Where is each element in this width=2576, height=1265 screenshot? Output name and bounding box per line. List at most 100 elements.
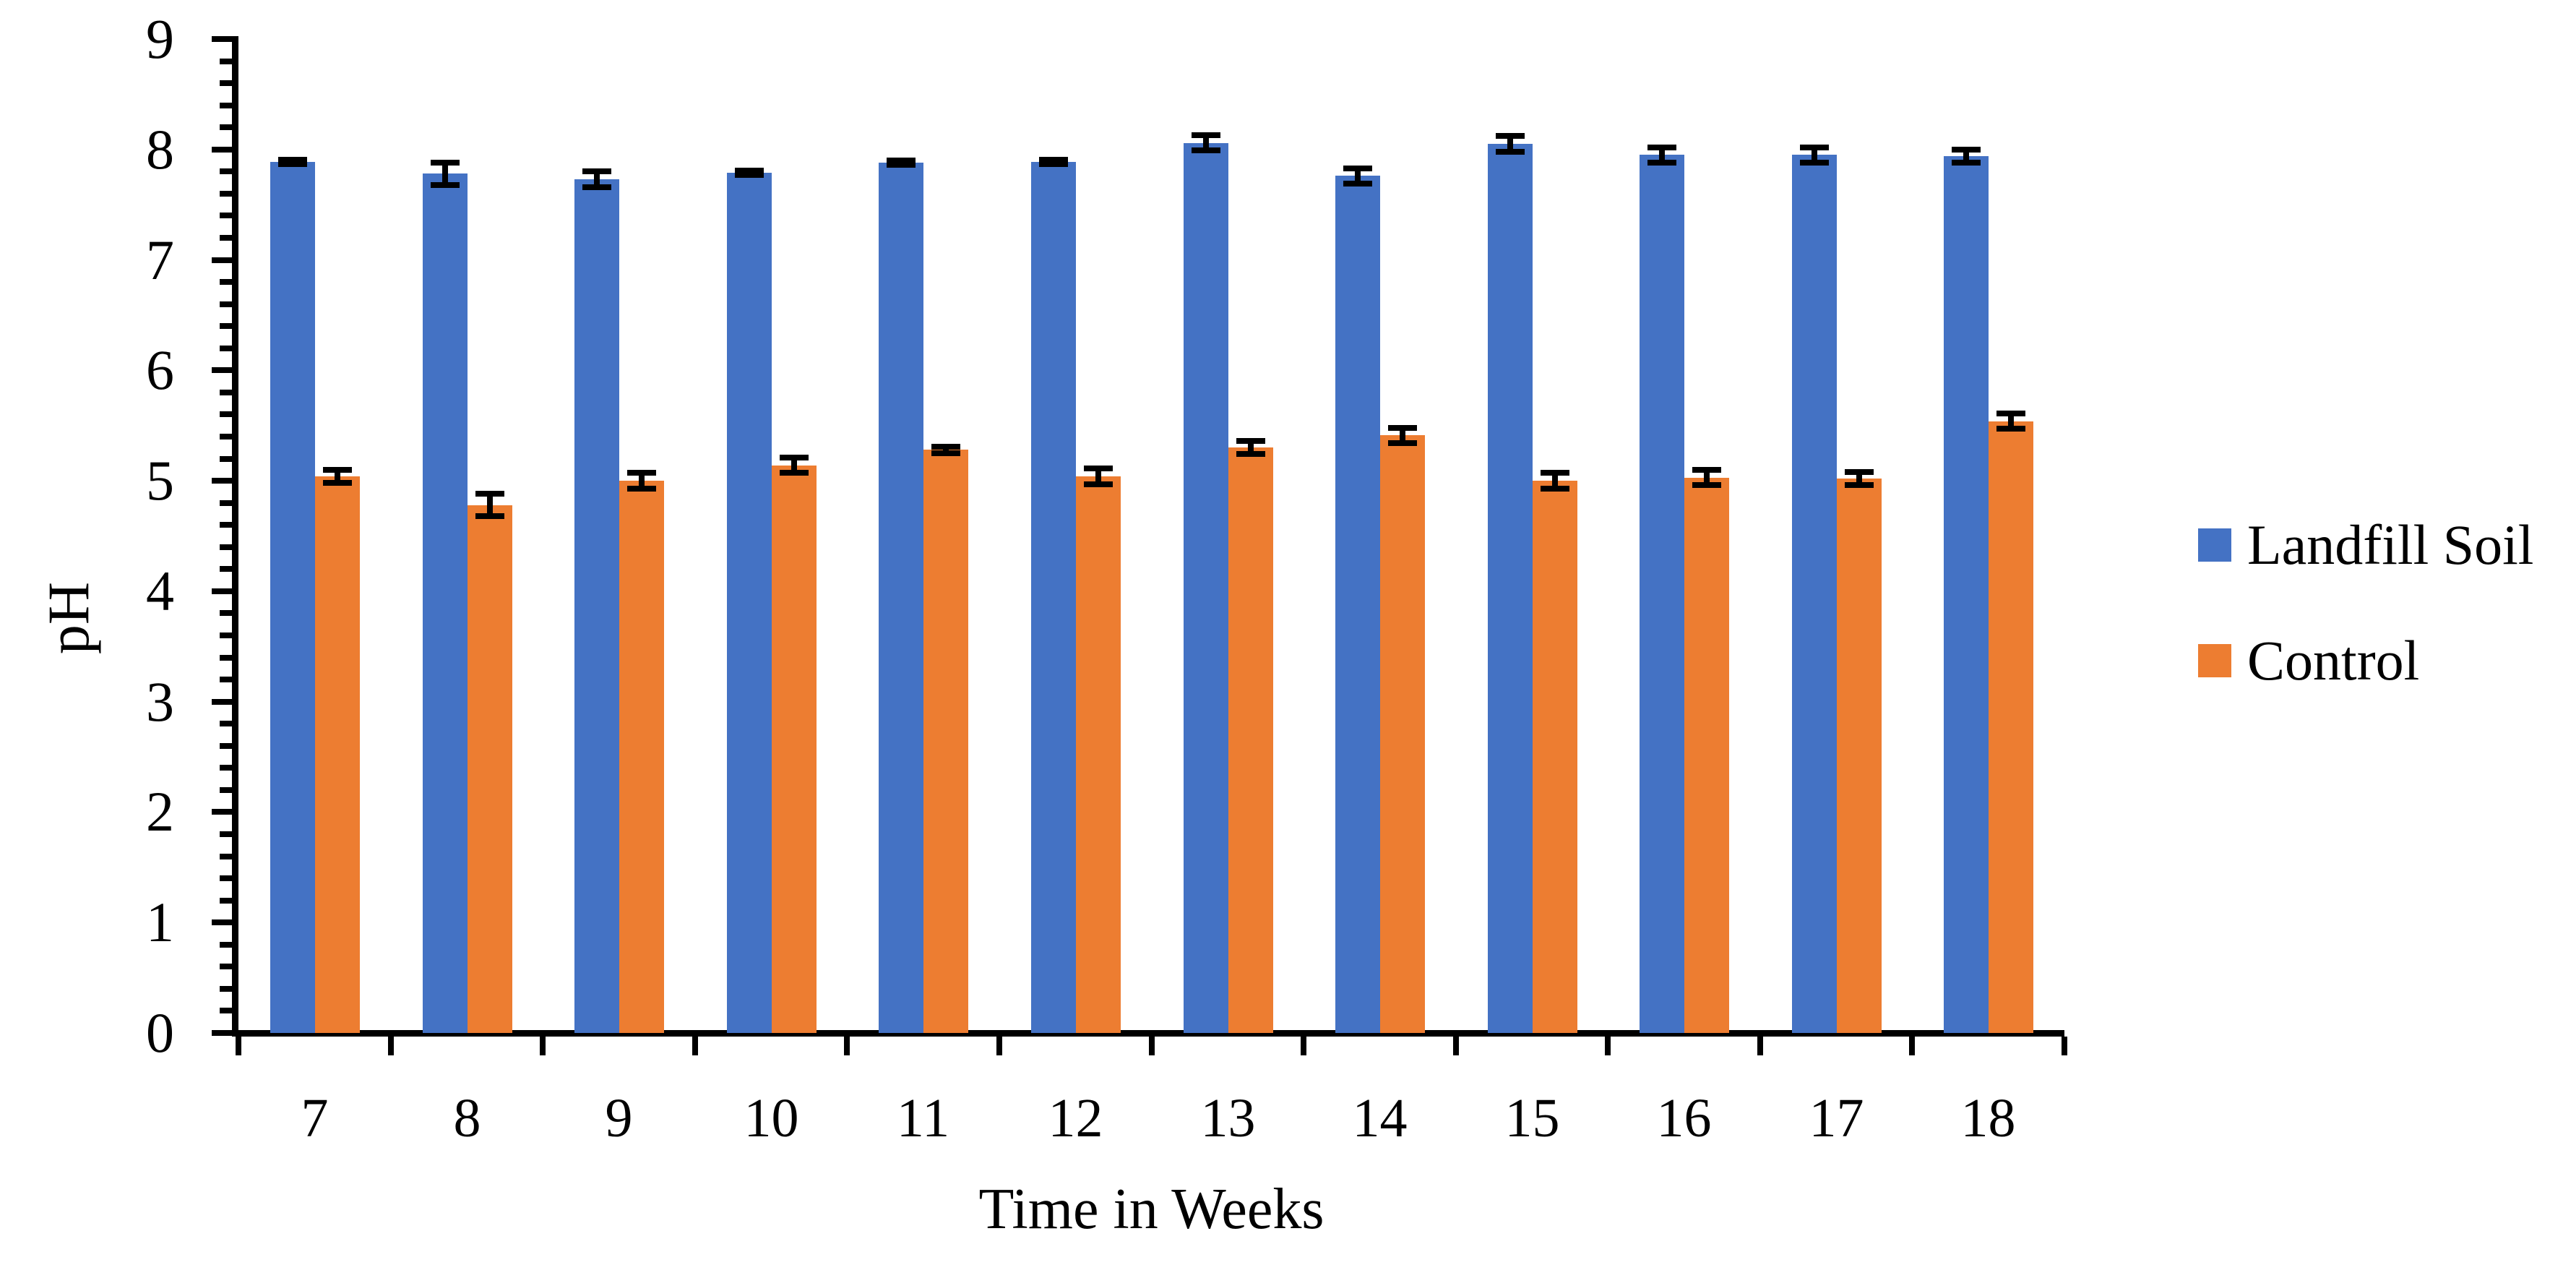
x-tick-label-week-10: 10 xyxy=(744,1088,799,1149)
error-bar-cap-bottom xyxy=(1192,147,1220,153)
y-minor-tick xyxy=(220,301,236,307)
x-boundary-tick xyxy=(388,1037,394,1055)
bar-landfill-soil-week-13 xyxy=(1184,143,1228,1033)
error-bar-cap-top xyxy=(931,444,960,450)
error-bar-cap-top xyxy=(1039,157,1068,163)
x-boundary-tick xyxy=(2062,1037,2067,1055)
error-bar-stem xyxy=(1812,147,1817,163)
x-tick-label-week-18: 18 xyxy=(1960,1088,2016,1149)
error-bar-cap-top xyxy=(1343,166,1372,171)
y-minor-tick xyxy=(220,191,236,197)
y-minor-tick xyxy=(220,875,236,881)
error-bar-stem xyxy=(1507,136,1513,151)
bar-landfill-soil-week-18 xyxy=(1944,156,1989,1033)
y-minor-tick xyxy=(220,346,236,351)
y-minor-tick xyxy=(220,522,236,528)
x-tick-label-week-8: 8 xyxy=(453,1088,481,1149)
bar-control-week-12 xyxy=(1076,476,1121,1033)
error-bar-stem xyxy=(943,447,949,453)
error-bar-stem xyxy=(791,458,797,473)
error-bar-cap-top xyxy=(1541,470,1569,476)
y-major-tick xyxy=(212,919,236,925)
y-minor-tick xyxy=(220,677,236,682)
bar-control-week-18 xyxy=(1989,421,2033,1033)
bar-landfill-soil-week-10 xyxy=(727,173,772,1033)
y-minor-tick xyxy=(220,831,236,837)
error-bar-cap-bottom xyxy=(1084,481,1113,487)
error-bar-cap-bottom xyxy=(1952,160,1981,166)
y-tick-label: 0 xyxy=(146,1001,174,1064)
error-bar-cap-top xyxy=(431,160,460,166)
error-bar-stem xyxy=(2008,413,2014,429)
error-bar-cap-bottom xyxy=(1541,486,1569,492)
y-minor-tick xyxy=(220,632,236,638)
legend-item-landfill-soil: Landfill Soil xyxy=(2198,515,2533,575)
y-major-tick xyxy=(212,699,236,705)
bar-landfill-soil-week-16 xyxy=(1640,155,1684,1033)
y-axis-title: pH xyxy=(35,581,101,655)
error-bar-cap-bottom xyxy=(1692,482,1721,488)
y-minor-tick xyxy=(220,456,236,462)
bar-control-week-17 xyxy=(1837,479,1882,1033)
x-tick-label-week-15: 15 xyxy=(1504,1088,1560,1149)
x-boundary-tick xyxy=(1605,1037,1611,1055)
bar-control-week-9 xyxy=(619,481,664,1033)
y-minor-tick xyxy=(220,721,236,726)
y-minor-tick xyxy=(220,213,236,218)
y-axis-line xyxy=(232,36,238,1037)
error-bar-cap-bottom xyxy=(780,470,809,476)
bar-landfill-soil-week-17 xyxy=(1792,155,1837,1033)
y-minor-tick xyxy=(220,964,236,969)
bar-landfill-soil-week-9 xyxy=(574,179,619,1033)
error-bar-stem xyxy=(1552,473,1558,488)
x-tick-label-week-16: 16 xyxy=(1656,1088,1712,1149)
x-axis-line xyxy=(232,1030,2064,1037)
error-bar-cap-bottom xyxy=(1996,426,2025,432)
y-minor-tick xyxy=(220,765,236,771)
x-boundary-tick xyxy=(996,1037,1002,1055)
error-bar-cap-top xyxy=(1496,133,1525,139)
error-bar-cap-bottom xyxy=(1647,160,1676,166)
y-major-tick xyxy=(212,367,236,373)
y-tick-label: 4 xyxy=(146,559,174,622)
error-bar-cap-bottom xyxy=(887,162,916,168)
error-bar-cap-bottom xyxy=(1800,160,1829,166)
y-minor-tick xyxy=(220,235,236,241)
y-major-tick xyxy=(212,478,236,484)
error-bar-stem xyxy=(1659,147,1665,163)
x-boundary-tick xyxy=(1757,1037,1763,1055)
error-bar-stem xyxy=(1704,470,1710,485)
y-minor-tick xyxy=(220,566,236,572)
error-bar-cap-top xyxy=(1236,438,1265,444)
error-bar-cap-top xyxy=(1952,147,1981,153)
y-tick-label: 7 xyxy=(146,228,174,291)
error-bar-stem xyxy=(1856,472,1862,485)
error-bar-cap-bottom xyxy=(278,161,307,167)
error-bar-stem xyxy=(335,470,340,483)
error-bar-cap-bottom xyxy=(1496,149,1525,155)
y-minor-tick xyxy=(220,854,236,859)
error-bar-cap-bottom xyxy=(931,450,960,456)
error-bar-stem xyxy=(1400,428,1405,443)
y-tick-label: 3 xyxy=(146,670,174,733)
bar-control-week-13 xyxy=(1228,447,1273,1033)
bar-landfill-soil-week-8 xyxy=(423,173,468,1033)
legend: Landfill Soil Control xyxy=(2198,515,2533,746)
error-bar-cap-bottom xyxy=(1845,482,1874,488)
error-bar-cap-top xyxy=(323,467,352,473)
y-tick-label: 5 xyxy=(146,449,174,512)
x-tick-label-week-14: 14 xyxy=(1352,1088,1408,1149)
y-minor-tick xyxy=(220,59,236,64)
y-minor-tick xyxy=(220,743,236,749)
error-bar-cap-top xyxy=(887,158,916,163)
x-tick-label-week-13: 13 xyxy=(1200,1088,1256,1149)
error-bar-cap-top xyxy=(1800,145,1829,150)
y-minor-tick xyxy=(220,544,236,550)
error-bar-stem xyxy=(487,494,493,516)
error-bar-stem xyxy=(594,171,600,186)
y-minor-tick xyxy=(220,610,236,616)
error-bar-cap-bottom xyxy=(1343,181,1372,186)
error-bar-cap-top xyxy=(780,455,809,460)
bar-control-week-10 xyxy=(772,466,817,1033)
